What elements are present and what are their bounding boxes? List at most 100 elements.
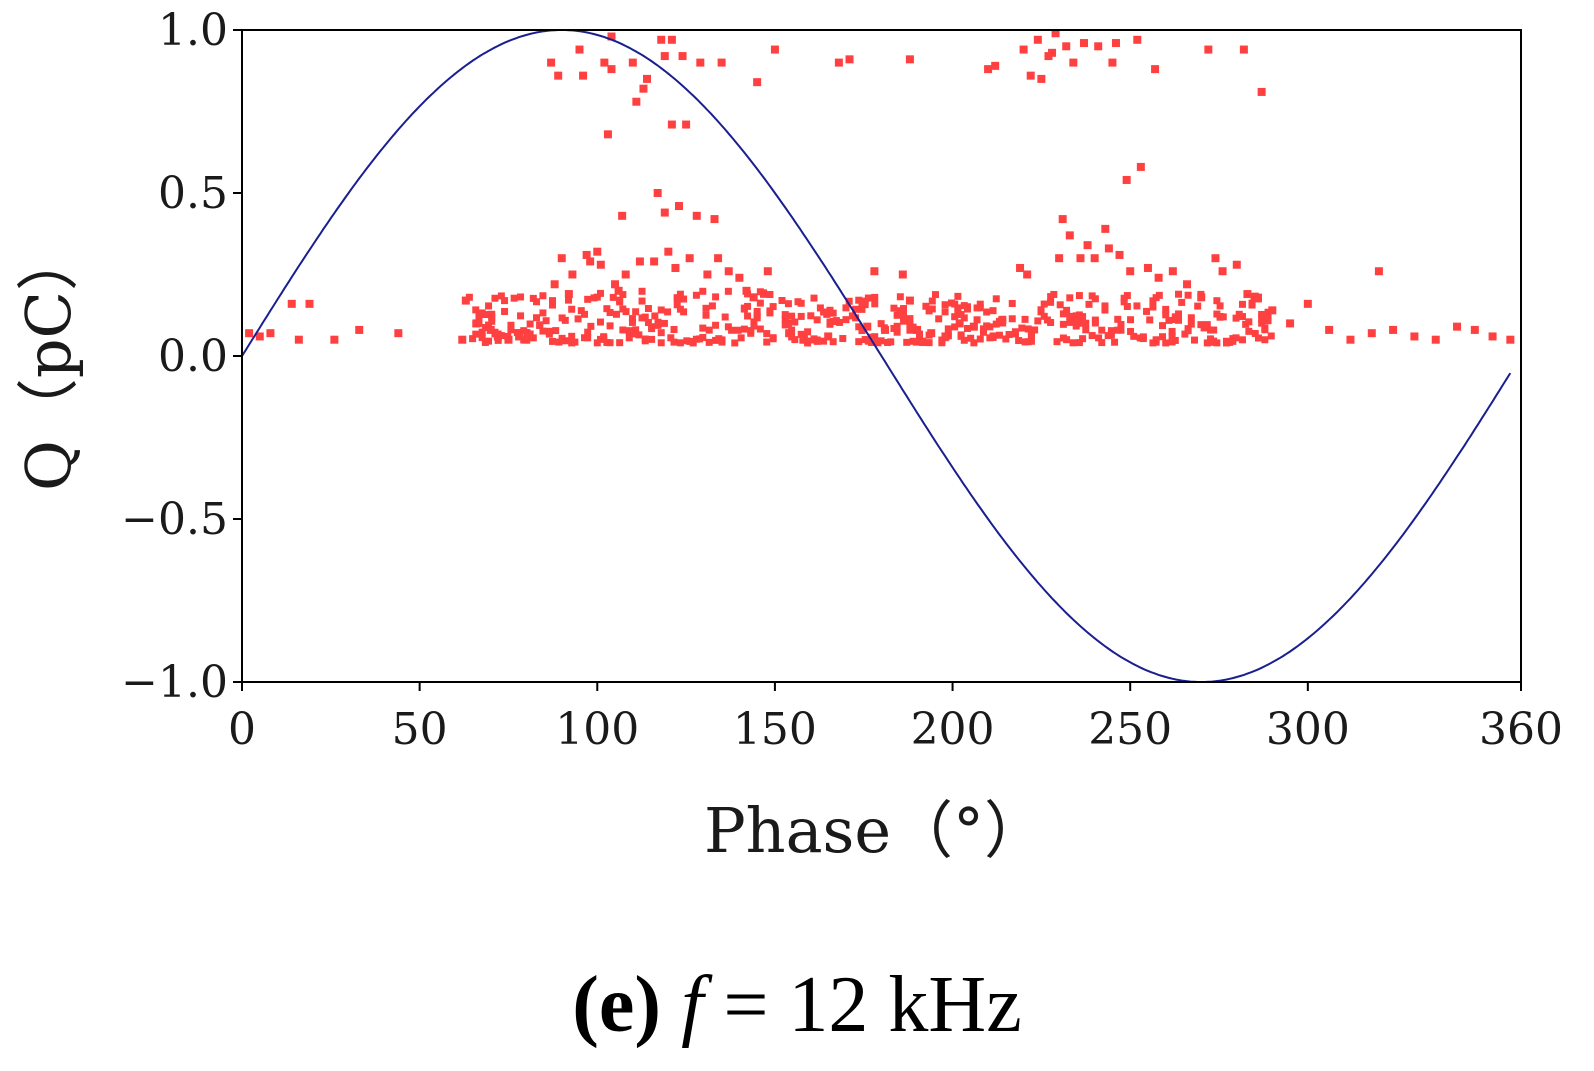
pulse-point <box>1034 317 1042 325</box>
pulse-point <box>1168 332 1176 340</box>
pulse-point <box>842 304 850 312</box>
pulse-point <box>568 270 577 279</box>
pulse-point <box>673 294 681 302</box>
pulse-point <box>472 319 481 328</box>
pulse-point <box>622 308 630 316</box>
pulse-point <box>712 321 720 329</box>
pulse-point <box>526 330 534 338</box>
pulse-point <box>1175 310 1183 318</box>
pulse-point <box>539 292 547 300</box>
pulse-point <box>1107 331 1115 339</box>
pulse-point <box>766 290 774 298</box>
pulse-point <box>1146 316 1154 324</box>
pulse-point <box>600 335 608 343</box>
pulse-point <box>1175 290 1183 298</box>
pulse-point <box>628 58 637 67</box>
pulse-point <box>791 336 799 344</box>
pulse-point <box>1094 42 1103 51</box>
pulse-point <box>824 332 833 341</box>
pulse-point <box>1066 318 1074 326</box>
pulse-point <box>906 315 914 323</box>
pulse-point <box>670 338 678 346</box>
pulse-point <box>255 332 264 341</box>
pulse-point <box>1159 333 1167 341</box>
pulse-point <box>1367 329 1376 338</box>
pulse-point <box>1090 254 1099 263</box>
pulse-point <box>925 339 933 347</box>
pulse-point <box>651 312 659 320</box>
pulse-point <box>1410 332 1419 341</box>
pulse-point <box>800 332 808 340</box>
x-tick-label: 300 <box>1266 704 1350 755</box>
pulse-point <box>714 254 723 263</box>
pulse-point <box>533 298 541 306</box>
pulse-point <box>1123 292 1131 300</box>
y-tick-label: −0.5 <box>121 494 228 545</box>
pulse-point <box>1101 306 1109 314</box>
pulse-point <box>619 326 627 334</box>
pulse-point <box>1238 300 1246 308</box>
pulse-point <box>1264 312 1272 320</box>
pulse-point <box>1021 315 1029 323</box>
pulse-point <box>839 335 847 343</box>
pulse-point <box>1211 254 1220 263</box>
pulse-point <box>680 295 688 303</box>
pulse-point <box>549 337 557 345</box>
pulse-point <box>900 305 908 313</box>
pulse-point <box>593 293 601 301</box>
pulse-point <box>579 71 588 80</box>
x-tick-label: 360 <box>1479 704 1563 755</box>
pulse-point <box>685 254 694 263</box>
pulse-point <box>804 328 812 336</box>
x-axis-title: Phase（°） <box>704 794 1046 867</box>
pulse-point <box>1168 267 1177 276</box>
pulse-point <box>1085 300 1093 308</box>
pulse-point <box>916 330 924 338</box>
pulse-point <box>1184 291 1192 299</box>
pulse-point <box>986 323 994 331</box>
pulse-point <box>699 334 707 342</box>
pulse-point <box>1091 295 1099 303</box>
pulse-point <box>1033 35 1042 44</box>
pulse-point <box>1204 45 1213 54</box>
pulse-point <box>935 315 943 323</box>
pulse-point <box>1079 313 1087 321</box>
pulse-point <box>756 299 764 307</box>
pulse-point <box>606 322 614 330</box>
plot-area <box>241 29 1522 683</box>
pulse-point <box>804 337 812 345</box>
pulse-point <box>653 189 662 197</box>
pulse-point <box>954 292 962 300</box>
pulse-point <box>871 293 879 301</box>
pulse-point <box>1149 303 1157 311</box>
pulse-point <box>960 336 968 344</box>
pulse-point <box>855 338 863 346</box>
pulse-point <box>485 302 493 310</box>
pulse-point <box>836 318 844 326</box>
pulse-point <box>486 325 495 334</box>
pulse-point <box>1066 312 1074 320</box>
pulse-point <box>1076 254 1085 263</box>
pulse-point <box>749 293 758 302</box>
pulse-point <box>928 305 936 313</box>
pulse-point <box>753 314 761 322</box>
pulse-point <box>692 211 701 220</box>
pulse-point <box>1018 324 1026 332</box>
pulse-point <box>742 286 751 295</box>
pulse-point <box>864 294 872 302</box>
pulse-point <box>829 338 837 346</box>
pulse-point <box>587 322 595 330</box>
pulse-point <box>737 334 745 342</box>
pulse-point <box>858 305 866 313</box>
pulse-point <box>903 338 911 346</box>
pulse-point <box>596 318 604 326</box>
pulse-point <box>900 317 908 325</box>
caption-label: (e) <box>572 961 662 1049</box>
pulse-point <box>657 339 665 347</box>
pulse-point <box>552 327 560 335</box>
pulse-point <box>660 52 669 61</box>
pulse-point <box>1122 175 1131 184</box>
pulse-point <box>1374 267 1383 276</box>
pulse-point <box>1069 58 1078 67</box>
pulse-point <box>927 329 936 338</box>
